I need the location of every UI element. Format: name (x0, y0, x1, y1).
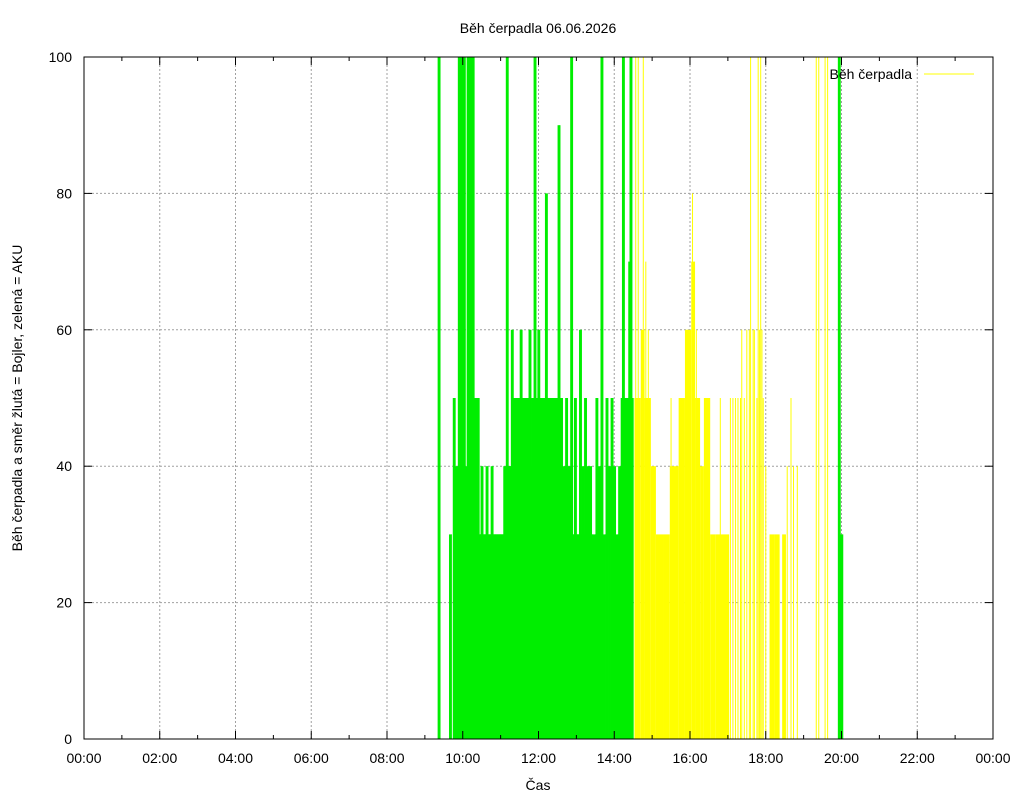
aku-bar (603, 534, 606, 739)
aku-bar (462, 57, 466, 739)
y-tick-label: 60 (56, 322, 72, 338)
bojler-bar (703, 398, 711, 739)
bojler-bar (774, 534, 780, 739)
aku-bar (460, 57, 463, 739)
aku-bar (437, 57, 441, 739)
aku-bar (471, 57, 475, 739)
aku-bar (455, 466, 458, 739)
x-axis-label: Čas (526, 777, 551, 793)
aku-bar (613, 466, 616, 739)
aku-bar (570, 57, 573, 739)
aku-bar (608, 466, 611, 739)
y-tick-label: 0 (64, 731, 72, 747)
y-tick-label: 20 (56, 595, 72, 611)
aku-bar (448, 534, 452, 739)
legend-label: Běh čerpadla (829, 66, 912, 82)
aku-bar (615, 534, 619, 739)
aku-bar (597, 466, 601, 739)
data-bars (437, 57, 844, 739)
y-tick-label: 40 (56, 458, 72, 474)
bojler-bar (782, 534, 786, 739)
aku-bar (621, 57, 625, 739)
x-tick-label: 04:00 (218, 750, 253, 766)
aku-bar (630, 398, 634, 739)
aku-bar (590, 534, 593, 739)
chart-title: Běh čerpadla 06.06.2026 (460, 20, 617, 36)
bojler-bar (678, 398, 685, 739)
aku-bar (837, 57, 841, 739)
x-tick-label: 08:00 (369, 750, 404, 766)
aku-bar (610, 398, 614, 739)
y-tick-label: 80 (56, 185, 72, 201)
axis-ticks: 0 20 40 60 80 100 00:00 02:00 04:00 06:00 08:00 10:… (49, 49, 1011, 766)
aku-bar (466, 57, 470, 739)
bojler-bar (710, 534, 716, 739)
bojler-bar (769, 534, 775, 739)
aku-bar (557, 125, 561, 739)
aku-bar (618, 466, 621, 739)
aku-bar (469, 57, 472, 739)
y-tick-label: 100 (49, 49, 73, 65)
bojler-bar (644, 398, 651, 739)
x-tick-label: 00:00 (66, 750, 101, 766)
x-tick-label: 00:00 (975, 750, 1010, 766)
bojler-bar (655, 534, 664, 739)
bojler-bar (663, 534, 670, 739)
bojler-bar (634, 398, 641, 739)
bojler-bar (684, 329, 692, 739)
aku-bar (595, 398, 599, 739)
y-axis-label: Běh čerpadla a směr žlutá = Bojler, zele… (9, 245, 25, 552)
x-tick-label: 16:00 (672, 750, 707, 766)
aku-bar (840, 534, 843, 739)
bojler-bar (715, 534, 730, 739)
aku-bar (600, 57, 604, 739)
bojler-bar (700, 466, 704, 739)
aku-bar (505, 57, 509, 739)
aku-bar (592, 534, 596, 739)
x-tick-label: 14:00 (597, 750, 632, 766)
x-tick-label: 02:00 (142, 750, 177, 766)
x-tick-label: 12:00 (521, 750, 556, 766)
bojler-bar (650, 466, 656, 739)
bojler-bar (640, 329, 645, 739)
bojler-bar (691, 261, 696, 739)
bojler-bar (695, 398, 701, 739)
x-tick-label: 20:00 (824, 750, 859, 766)
aku-bar (605, 398, 609, 739)
x-tick-label: 18:00 (748, 750, 783, 766)
x-tick-label: 22:00 (900, 750, 935, 766)
legend: Běh čerpadla (829, 66, 974, 82)
bojler-bar (669, 466, 679, 739)
x-tick-label: 10:00 (445, 750, 480, 766)
aku-bar (452, 398, 456, 739)
x-tick-label: 06:00 (294, 750, 329, 766)
